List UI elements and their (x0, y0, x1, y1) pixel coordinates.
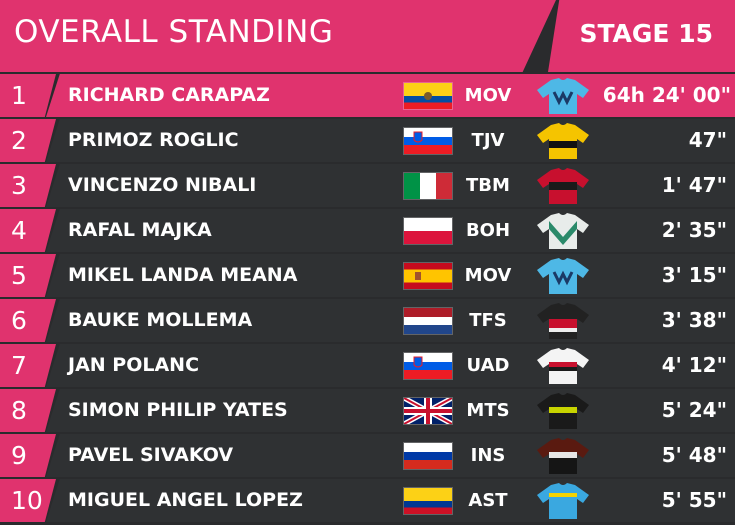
row-bar (46, 164, 735, 207)
row-bar (46, 389, 735, 432)
ecuador-flag-icon (404, 83, 452, 109)
ineos-jersey-icon (537, 438, 589, 474)
standing-row: 2 PRIMOZ ROGLIC TJV 47" (0, 119, 735, 162)
title-banner (0, 0, 556, 72)
gc-gap: 5' 48" (661, 443, 727, 467)
position: 10 (0, 479, 56, 522)
row-bar (46, 434, 735, 477)
netherlands-flag-icon (404, 308, 452, 334)
page-title: OVERALL STANDING (14, 14, 334, 50)
row-bar (46, 74, 735, 117)
stage-label: STAGE 15 (579, 19, 713, 48)
team-code: UAD (466, 355, 510, 376)
position: 1 (0, 74, 56, 117)
row-bar (46, 254, 735, 297)
rider-name: RAFAL MAJKA (68, 219, 212, 241)
standing-row: 5 MIKEL LANDA MEANA MOV 3' 15" (0, 254, 735, 297)
spain-flag-icon (404, 263, 452, 289)
rider-name: PAVEL SIVAKOV (68, 444, 234, 466)
team-code: MOV (464, 85, 512, 106)
standing-row: 10 MIGUEL ANGEL LOPEZ AST 5' 55" (0, 479, 735, 522)
row-bar (46, 479, 735, 522)
rider-name: VINCENZO NIBALI (68, 174, 257, 196)
team-code: TBM (466, 175, 510, 196)
russia-flag-icon (404, 443, 452, 469)
standing-row: 8 SIMON PHILIP YATES MTS 5' 24" (0, 389, 735, 432)
position: 4 (0, 209, 56, 252)
gc-gap: 1' 47" (661, 173, 727, 197)
gc-gap: 4' 12" (661, 353, 727, 377)
standing-row: 6 BAUKE MOLLEMA TFS 3' 38" (0, 299, 735, 342)
poland-flag-icon (404, 218, 452, 244)
standing-row: 9 PAVEL SIVAKOV INS 5' 48" (0, 434, 735, 477)
rider-name: MIKEL LANDA MEANA (68, 264, 298, 286)
gc-gap: 3' 15" (661, 263, 727, 287)
row-bar (46, 119, 735, 162)
astana-jersey-icon (537, 483, 589, 519)
colombia-flag-icon (404, 488, 452, 514)
rider-name: SIMON PHILIP YATES (68, 399, 288, 421)
rider-name: MIGUEL ANGEL LOPEZ (68, 489, 303, 511)
team-code: MOV (464, 265, 512, 286)
team-code: TFS (469, 310, 507, 331)
standing-row: 7 JAN POLANC UAD 4' 12" (0, 344, 735, 387)
position: 9 (0, 434, 56, 477)
position: 2 (0, 119, 56, 162)
row-bar (46, 299, 735, 342)
rider-name: RICHARD CARAPAZ (68, 84, 270, 106)
trek-jersey-icon (537, 303, 589, 339)
uae-jersey-icon (537, 348, 589, 384)
gc-gap: 5' 55" (661, 488, 727, 512)
standing-row: 3 VINCENZO NIBALI TBM 1' 47" (0, 164, 735, 207)
position: 8 (0, 389, 56, 432)
rider-name: PRIMOZ ROGLIC (68, 129, 239, 151)
gc-gap: 3' 38" (661, 308, 727, 332)
gc-gap: 47" (688, 128, 727, 152)
position: 7 (0, 344, 56, 387)
gc-gap: 5' 24" (661, 398, 727, 422)
slovenia-flag-icon (404, 353, 452, 379)
standings-header: OVERALL STANDING STAGE 15 (0, 0, 735, 72)
standing-row: 1 RICHARD CARAPAZ MOV 64h 24' 00" (0, 74, 735, 117)
rider-name: BAUKE MOLLEMA (68, 309, 253, 331)
position: 6 (0, 299, 56, 342)
gc-gap: 2' 35" (661, 218, 727, 242)
slovenia-flag-icon (404, 128, 452, 154)
stage-banner (548, 0, 735, 72)
italy-flag-icon (404, 173, 452, 199)
row-bar (46, 209, 735, 252)
gc-time: 64h 24' 00" (602, 83, 731, 107)
team-code: BOH (465, 220, 511, 241)
position: 3 (0, 164, 56, 207)
standings-table: 1 RICHARD CARAPAZ MOV 64h 24' 00" 2 PRIM… (0, 74, 735, 524)
row-bar (46, 344, 735, 387)
mitchelton-jersey-icon (537, 393, 589, 429)
team-code: TJV (471, 130, 505, 151)
rider-name: JAN POLANC (68, 354, 200, 376)
standing-row: 4 RAFAL MAJKA BOH 2' 35" (0, 209, 735, 252)
united-kingdom-flag-icon (404, 398, 452, 424)
jumbo-jersey-icon (537, 123, 589, 159)
movistar-jersey-icon (537, 258, 589, 294)
team-code: AST (468, 490, 508, 511)
bora-jersey-icon (537, 213, 589, 249)
position: 5 (0, 254, 56, 297)
bahrain-jersey-icon (537, 168, 589, 204)
team-code: MTS (466, 400, 510, 421)
movistar-jersey-icon (537, 78, 589, 114)
team-code: INS (470, 445, 506, 466)
